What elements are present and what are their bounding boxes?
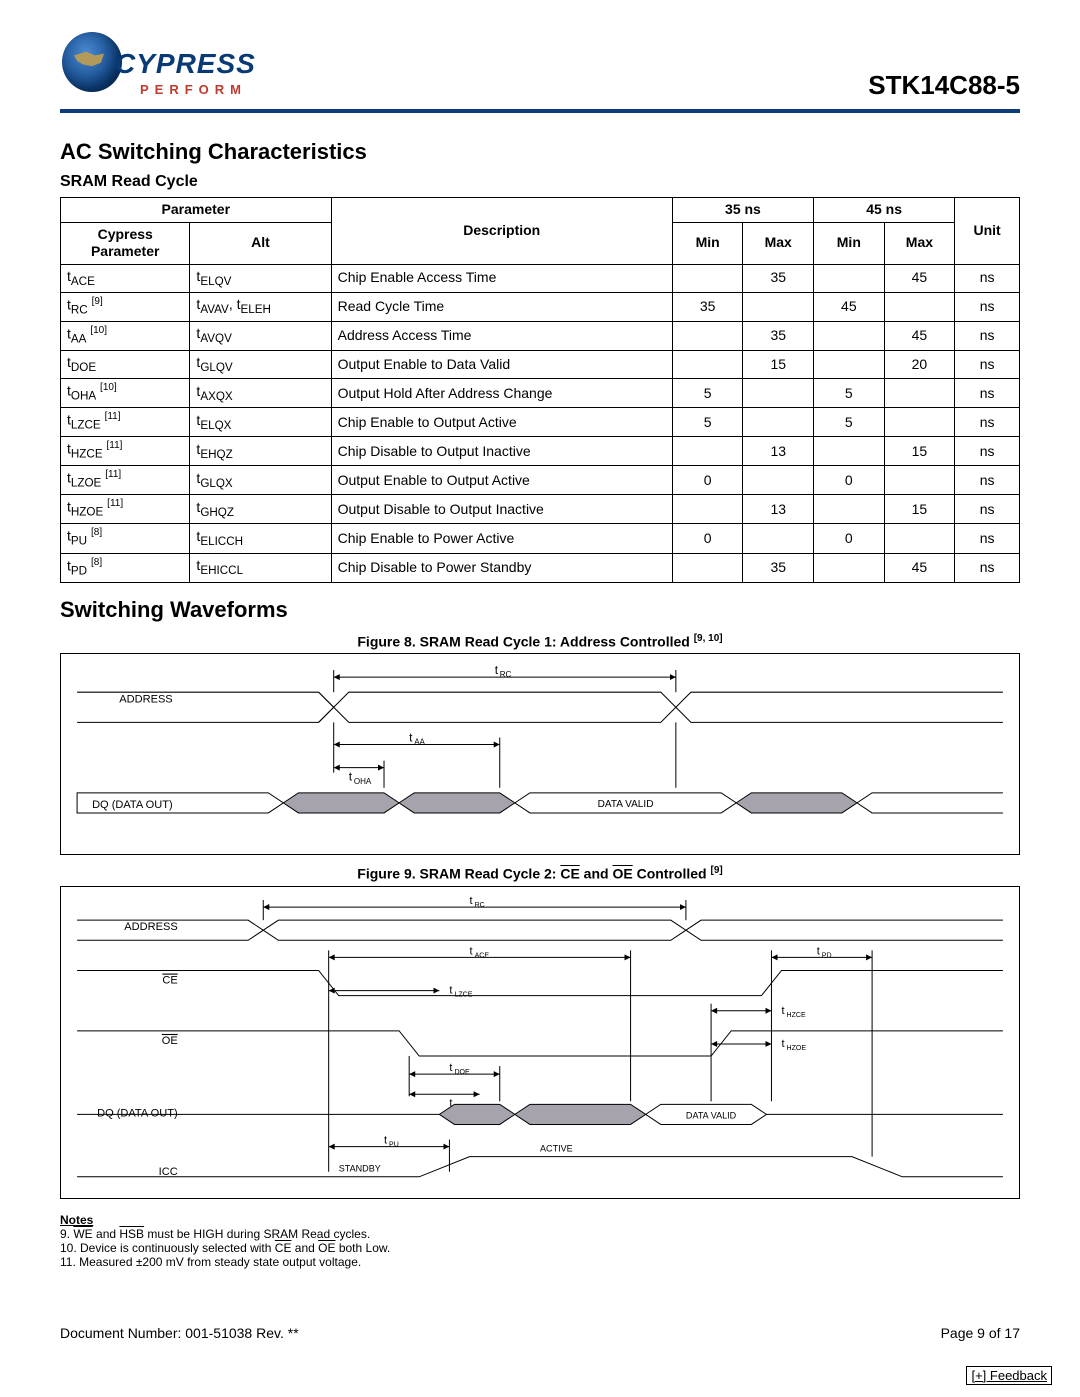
- table-row: tHZOE [11]tGHQZOutput Disable to Output …: [61, 495, 1020, 524]
- svg-text:t: t: [449, 1062, 452, 1074]
- figure8-box: ADDRESS tRC tAA tOHA DQ (DATA OUT) DATA …: [60, 653, 1020, 855]
- svg-text:t: t: [782, 1038, 785, 1050]
- svg-text:t: t: [817, 945, 820, 957]
- th-min35: Min: [672, 222, 743, 264]
- table-row: tRC [9]tAVAV, tELEHRead Cycle Time3545ns: [61, 292, 1020, 321]
- th-alt: Alt: [190, 222, 331, 264]
- spec-table-body: tACEtELQVChip Enable Access Time3545nstR…: [61, 264, 1020, 582]
- table-row: tLZCE [11]tELQXChip Enable to Output Act…: [61, 408, 1020, 437]
- th-description: Description: [331, 198, 672, 265]
- table-row: tPD [8]tEHICCLChip Disable to Power Stan…: [61, 553, 1020, 582]
- svg-text:DOE: DOE: [454, 1069, 470, 1076]
- feedback-button[interactable]: [+] Feedback: [966, 1366, 1052, 1385]
- svg-text:t: t: [409, 731, 413, 745]
- note-10: 10. Device is continuously selected with…: [60, 1241, 1020, 1255]
- fig8-address-label: ADDRESS: [119, 693, 172, 705]
- section-title-waveforms: Switching Waveforms: [60, 597, 1020, 623]
- spec-table-head: Parameter Description 35 ns 45 ns Unit C…: [61, 198, 1020, 265]
- svg-text:OHA: OHA: [354, 777, 372, 786]
- svg-text:t: t: [495, 663, 499, 677]
- table-row: tLZOE [11]tGLQXOutput Enable to Output A…: [61, 466, 1020, 495]
- logo-tagline: PERFORM: [140, 82, 247, 97]
- fig9-standby-label: STANDBY: [339, 1164, 381, 1174]
- table-row: tPU [8]tELICCHChip Enable to Power Activ…: [61, 524, 1020, 553]
- figure9-diagram: ADDRESS tRC CE tACE tPD tLZCE tHZCE OE t…: [67, 895, 1013, 1187]
- svg-text:HZCE: HZCE: [787, 1012, 806, 1019]
- notes-heading: Notes: [60, 1213, 1020, 1227]
- svg-text:t: t: [470, 945, 473, 957]
- svg-text:t: t: [449, 985, 452, 997]
- th-max35: Max: [743, 222, 814, 264]
- figure9-box: ADDRESS tRC CE tACE tPD tLZCE tHZCE OE t…: [60, 886, 1020, 1199]
- fig9-valid-label: DATA VALID: [686, 1110, 737, 1120]
- page-number: Page 9 of 17: [941, 1325, 1020, 1341]
- note-9: 9. WE and HSB must be HIGH during SRAM R…: [60, 1227, 1020, 1241]
- svg-text:RC: RC: [500, 670, 512, 679]
- page-footer: Document Number: 001-51038 Rev. ** Page …: [60, 1325, 1020, 1341]
- th-cypress: Cypress Parameter: [61, 222, 190, 264]
- figure8-caption: Figure 8. SRAM Read Cycle 1: Address Con…: [60, 633, 1020, 650]
- figure9-caption: Figure 9. SRAM Read Cycle 2: CE and OE C…: [60, 865, 1020, 882]
- svg-text:AA: AA: [414, 738, 425, 747]
- fig9-ce-label: CE: [162, 975, 177, 987]
- fig9-oe-label: OE: [162, 1035, 178, 1047]
- svg-text:t: t: [384, 1135, 387, 1147]
- svg-text:PU: PU: [389, 1142, 399, 1149]
- table-row: tOHA [10]tAXQXOutput Hold After Address …: [61, 379, 1020, 408]
- svg-text:t: t: [470, 895, 473, 907]
- th-max45: Max: [884, 222, 955, 264]
- header-rule: [60, 109, 1020, 113]
- th-unit: Unit: [955, 198, 1020, 265]
- page-header: CYPRESS PERFORM STK14C88-5: [60, 30, 1020, 105]
- notes-block: Notes 9. WE and HSB must be HIGH during …: [60, 1213, 1020, 1269]
- logo: CYPRESS PERFORM: [60, 30, 240, 105]
- logo-text: CYPRESS: [115, 48, 256, 80]
- svg-text:LZCE: LZCE: [454, 992, 472, 999]
- svg-text:HZOE: HZOE: [787, 1045, 807, 1052]
- table-row: tACEtELQVChip Enable Access Time3545ns: [61, 264, 1020, 292]
- svg-text:t: t: [782, 1005, 785, 1017]
- fig9-icc-label: ICC: [159, 1166, 178, 1178]
- fig9-active-label: ACTIVE: [540, 1144, 573, 1154]
- th-min45: Min: [814, 222, 885, 264]
- table-row: tHZCE [11]tEHQZChip Disable to Output In…: [61, 437, 1020, 466]
- svg-text:PD: PD: [822, 952, 832, 959]
- doc-number: Document Number: 001-51038 Rev. **: [60, 1325, 299, 1341]
- table-row: tAA [10]tAVQVAddress Access Time3545ns: [61, 321, 1020, 350]
- svg-text:ACE: ACE: [475, 952, 490, 959]
- th-parameter: Parameter: [61, 198, 332, 223]
- svg-text:t: t: [349, 770, 353, 784]
- note-11: 11. Measured ±200 mV from steady state o…: [60, 1255, 1020, 1269]
- spec-table: Parameter Description 35 ns 45 ns Unit C…: [60, 197, 1020, 583]
- fig8-valid-label: DATA VALID: [598, 799, 654, 810]
- th-45ns: 45 ns: [814, 198, 955, 223]
- section-title-ac: AC Switching Characteristics: [60, 139, 1020, 165]
- figure8-diagram: ADDRESS tRC tAA tOHA DQ (DATA OUT) DATA …: [67, 662, 1013, 843]
- fig8-dq-label: DQ (DATA OUT): [92, 799, 173, 811]
- part-number: STK14C88-5: [868, 70, 1020, 101]
- th-35ns: 35 ns: [672, 198, 813, 223]
- fig9-address-label: ADDRESS: [124, 921, 177, 933]
- fig9-dq-label: DQ (DATA OUT): [97, 1107, 178, 1119]
- svg-text:RC: RC: [475, 902, 485, 909]
- section-subtitle-sram: SRAM Read Cycle: [60, 173, 1020, 191]
- table-row: tDOEtGLQVOutput Enable to Data Valid1520…: [61, 350, 1020, 378]
